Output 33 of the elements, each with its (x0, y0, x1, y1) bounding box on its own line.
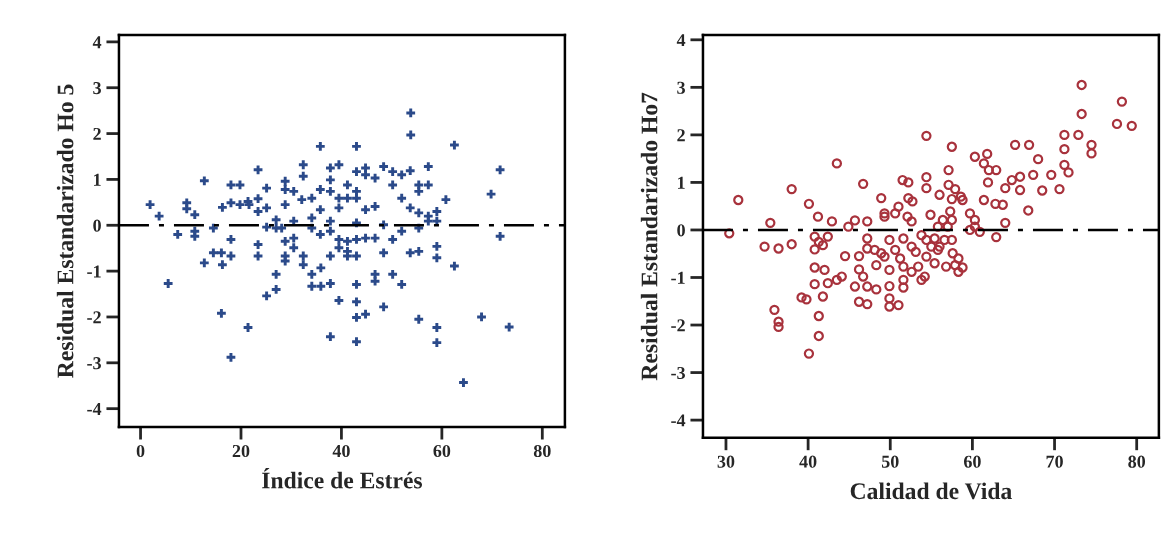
x-tick-label: 60 (433, 444, 451, 458)
y-tick-label: 1 (94, 173, 101, 186)
y-axis-title: Residual Estandarizado Ho7 (640, 92, 658, 381)
y-tick-label: -4 (87, 403, 102, 415)
y-tick-label: -1 (87, 265, 101, 278)
y-tick-label: -3 (671, 366, 685, 380)
y-tick-label: 1 (678, 176, 685, 189)
y-tick-label: 2 (677, 129, 685, 142)
y-tick-label: -4 (671, 414, 686, 427)
x-tick-label: 50 (881, 455, 899, 468)
x-axis-title: Índice de Estrés (262, 468, 423, 489)
x-tick-label: 80 (1128, 455, 1146, 468)
y-tick-label: -3 (87, 357, 101, 370)
y-tick-label: 3 (677, 81, 685, 94)
y-tick-label: 0 (93, 219, 101, 232)
y-axis-title: Residual Estandarizado Ho 5 (56, 84, 74, 378)
x-tick-label: 70 (1046, 455, 1063, 468)
y-tick-label: 0 (677, 224, 685, 237)
x-tick-label: 0 (136, 444, 145, 458)
y-tick-label: 4 (92, 36, 102, 49)
x-tick-label: 40 (799, 455, 817, 468)
x-tick-label: 20 (232, 444, 250, 458)
x-tick-label: 30 (717, 455, 735, 468)
x-tick-label: 40 (332, 444, 350, 458)
y-tick-label: 4 (676, 34, 686, 47)
y-tick-label: -2 (671, 319, 685, 332)
x-axis-title: Calidad de Vida (850, 482, 1012, 500)
y-tick-label: -1 (671, 271, 685, 284)
x-tick-label: 60 (963, 455, 981, 468)
y-tick-label: -2 (87, 311, 101, 324)
x-tick-label: 80 (533, 444, 551, 458)
y-tick-label: 2 (93, 127, 101, 140)
y-tick-label: 3 (93, 82, 101, 95)
